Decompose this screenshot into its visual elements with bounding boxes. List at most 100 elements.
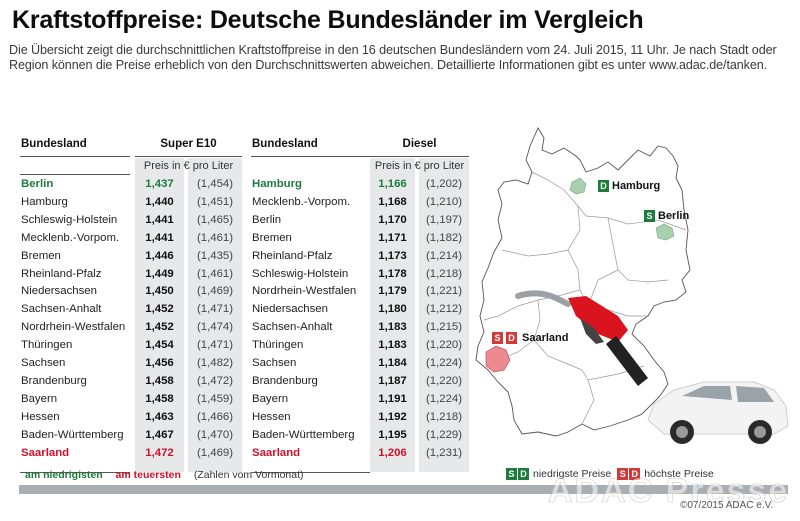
- previous-month-price: (1,469): [196, 285, 234, 298]
- state-name: Mecklenb.-Vorpom.: [21, 231, 120, 244]
- current-price: 1,437: [145, 178, 174, 190]
- state-name: Bayern: [252, 392, 289, 405]
- table-row: Bayern 1,458 (1,459): [20, 391, 242, 409]
- previous-month-price: (1,470): [196, 428, 234, 441]
- previous-month-price: (1,466): [196, 410, 234, 423]
- super-badge: S: [617, 468, 629, 480]
- table-row: Saarland 1,206 (1,231): [251, 445, 469, 463]
- state-name: Nordrhein-Westfalen: [252, 285, 357, 298]
- table-row: Rheinland-Pfalz 1,173 (1,214): [251, 248, 469, 266]
- footer-bar: [19, 485, 788, 494]
- current-price: 1,187: [378, 374, 407, 387]
- current-price: 1,206: [378, 446, 407, 459]
- previous-month-price: (1,197): [425, 213, 463, 226]
- current-price: 1,195: [378, 428, 407, 441]
- column-header-state: Bundesland: [21, 138, 87, 150]
- table-row: Bremen 1,446 (1,435): [20, 248, 242, 266]
- previous-month-price: (1,210): [425, 195, 463, 208]
- state-name: Niedersachsen: [21, 285, 97, 298]
- diesel-badge: D: [506, 332, 517, 344]
- map-label-text: Berlin: [658, 210, 690, 222]
- prev-column-bg: [419, 158, 469, 472]
- current-price: 1,183: [378, 321, 407, 334]
- current-price: 1,178: [378, 267, 407, 280]
- previous-month-price: (1,224): [425, 357, 463, 369]
- table-row: Rheinland-Pfalz 1,449 (1,461): [20, 266, 242, 284]
- table-row: Sachsen-Anhalt 1,183 (1,215): [251, 319, 469, 337]
- table-row: Sachsen 1,456 (1,482): [20, 355, 242, 373]
- previous-month-price: (1,472): [196, 374, 234, 387]
- current-price: 1,452: [145, 303, 174, 316]
- state-name: Bayern: [21, 392, 58, 405]
- fuel-nozzle-illustration: [515, 290, 648, 410]
- previous-month-price: (1,215): [425, 321, 463, 334]
- table-row: Sachsen-Anhalt 1,452 (1,471): [20, 301, 242, 319]
- intro-text: Die Übersicht zeigt die durchschnittlich…: [9, 43, 777, 72]
- diesel-badge: D: [629, 468, 641, 480]
- car-illustration: [647, 381, 789, 444]
- previous-month-price: (1,469): [196, 446, 234, 459]
- current-price: 1,184: [378, 357, 407, 369]
- state-name: Thüringen: [21, 339, 73, 352]
- state-name: Rheinland-Pfalz: [21, 267, 102, 280]
- previous-month-price: (1,224): [425, 392, 463, 405]
- table-row: Schleswig-Holstein 1,441 (1,465): [20, 212, 242, 230]
- diesel-badge: D: [518, 468, 529, 480]
- state-name: Sachsen: [252, 357, 297, 369]
- current-price: 1,170: [378, 213, 407, 226]
- table-row: Bayern 1,191 (1,224): [251, 391, 469, 409]
- state-name: Nordrhein-Westfalen: [21, 321, 126, 334]
- watermark: ADAC Presse: [548, 472, 790, 511]
- super-badge: S: [644, 210, 655, 222]
- current-price: 1,452: [145, 321, 174, 334]
- current-price: 1,441: [145, 231, 174, 244]
- state-name: Schleswig-Holstein: [21, 213, 118, 226]
- table-row: Brandenburg 1,458 (1,472): [20, 373, 242, 391]
- current-price: 1,180: [378, 303, 407, 316]
- prev-column-bg: [188, 158, 242, 472]
- previous-month-price: (1,461): [196, 231, 234, 244]
- super-badge: S: [506, 468, 517, 480]
- table-row: Mecklenb.-Vorpom. 1,441 (1,461): [20, 230, 242, 248]
- state-name: Baden-Württemberg: [252, 428, 355, 441]
- previous-month-price: (1,461): [196, 267, 234, 280]
- current-price: 1,458: [145, 374, 174, 387]
- table-row: Thüringen 1,183 (1,220): [251, 337, 469, 355]
- current-price: 1,463: [145, 410, 174, 423]
- previous-month-price: (1,459): [196, 392, 234, 405]
- previous-month-price: (1,218): [425, 267, 463, 280]
- current-price: 1,191: [378, 392, 407, 405]
- state-name: Hamburg: [21, 195, 68, 208]
- state-name: Bremen: [21, 249, 61, 262]
- previous-month-price: (1,474): [196, 321, 234, 334]
- state-name: Schleswig-Holstein: [252, 267, 349, 280]
- table-row: Nordrhein-Westfalen 1,452 (1,474): [20, 319, 242, 337]
- previous-month-price: (1,221): [425, 285, 463, 298]
- table-row: Hessen 1,463 (1,466): [20, 409, 242, 427]
- state-name: Thüringen: [252, 339, 304, 352]
- column-header-fuel: Super E10: [160, 138, 217, 150]
- previous-month-price: (1,220): [425, 339, 463, 352]
- table-row: Hessen 1,192 (1,218): [251, 409, 469, 427]
- current-price: 1,440: [145, 195, 174, 208]
- map-label-saarland: S D Saarland: [492, 332, 568, 344]
- current-price: 1,458: [145, 392, 174, 405]
- state-name: Brandenburg: [252, 374, 318, 387]
- previous-month-price: (1,435): [196, 249, 234, 262]
- unit-label: Preis in € pro Liter: [143, 160, 234, 172]
- previous-month-price: (1,202): [425, 178, 463, 190]
- legend-highest: am teuersten: [115, 469, 181, 481]
- state-name: Berlin: [252, 213, 282, 226]
- current-price: 1,173: [378, 249, 407, 262]
- previous-month-price: (1,465): [196, 213, 234, 226]
- divider: [20, 156, 130, 157]
- state-name: Sachsen-Anhalt: [21, 303, 102, 316]
- current-price: 1,179: [378, 285, 407, 298]
- current-price: 1,449: [145, 267, 174, 280]
- previous-month-price: (1,471): [196, 303, 234, 316]
- table-row: Sachsen 1,184 (1,224): [251, 355, 469, 373]
- table-row: Mecklenb.-Vorpom. 1,168 (1,210): [251, 194, 469, 212]
- germany-border: [475, 127, 691, 437]
- table-row: Berlin 1,170 (1,197): [251, 212, 469, 230]
- diesel-badge: D: [598, 180, 609, 192]
